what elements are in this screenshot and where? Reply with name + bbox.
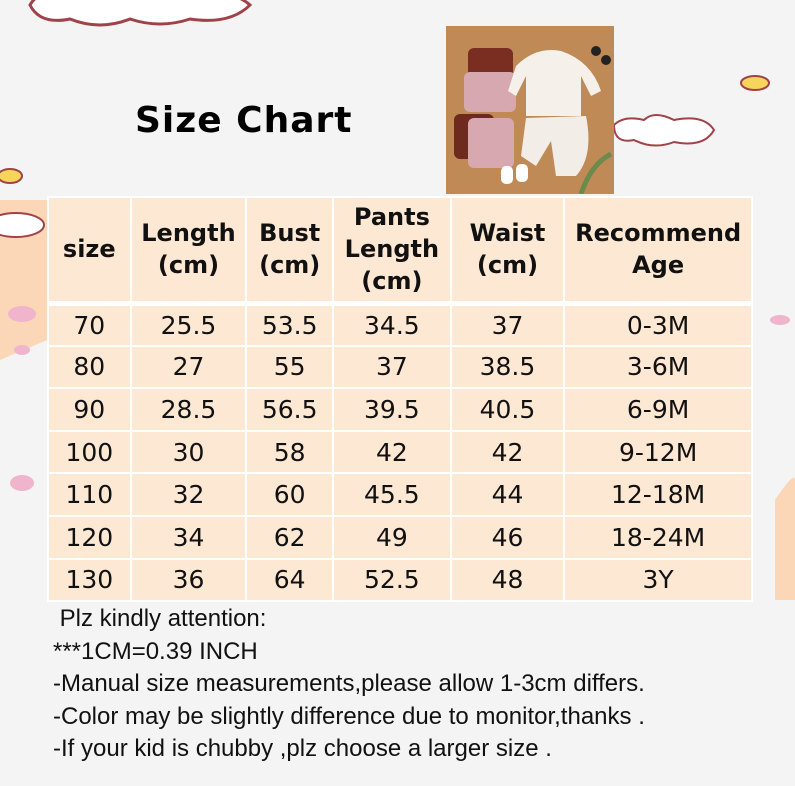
note-line: -Manual size measurements,please allow 1…	[53, 670, 645, 697]
note-line: -If your kid is chubby ,plz choose a lar…	[53, 735, 552, 762]
header-line: Pants	[353, 203, 430, 232]
header-line: Length	[141, 219, 236, 248]
note-line: Plz kindly attention:	[53, 605, 267, 632]
table-cell: 34	[129, 514, 248, 560]
table-cell: 49	[332, 514, 452, 560]
table-cell: 56.5	[245, 387, 335, 432]
table-cell: 110	[47, 472, 132, 517]
table-row: 70 25.5 53.5 34.5 37 0-3M	[47, 302, 753, 347]
sun-decoration	[740, 75, 770, 91]
table-cell: 45.5	[332, 472, 452, 517]
table-cell: 37	[449, 302, 566, 347]
header-line: size	[62, 235, 116, 264]
header-line: (cm)	[476, 251, 539, 280]
table-cell: 3-6M	[563, 344, 753, 390]
table-cell: 90	[47, 387, 132, 432]
table-row: 100 30 58 42 42 9-12M	[47, 429, 753, 475]
column-header: Length (cm)	[129, 196, 248, 306]
column-header: Waist (cm)	[449, 196, 566, 306]
table-cell: 39.5	[332, 387, 452, 432]
table-cell: 28.5	[129, 387, 248, 432]
header-line: (cm)	[157, 251, 220, 280]
table-cell: 46	[449, 514, 566, 560]
table-cell: 52.5	[332, 557, 452, 603]
page-title: Size Chart	[135, 100, 353, 141]
table-cell: 42	[449, 429, 566, 475]
header-line: (cm)	[259, 251, 321, 280]
table-cell: 38.5	[449, 344, 566, 390]
table-cell: 60	[245, 472, 335, 517]
table-row: 120 34 62 49 46 18-24M	[47, 514, 753, 560]
table-row: 80 27 55 37 38.5 3-6M	[47, 344, 753, 390]
header-line: Recommend	[575, 219, 742, 248]
column-header: Recommend Age	[563, 196, 753, 306]
header-line: Age	[632, 251, 685, 280]
table-cell: 100	[47, 429, 132, 475]
table-cell: 12-18M	[563, 472, 753, 517]
table-cell: 37	[332, 344, 452, 390]
table-cell: 80	[47, 344, 132, 390]
column-header: Bust (cm)	[245, 196, 335, 306]
table-cell: 44	[449, 472, 566, 517]
header-line: (cm)	[361, 267, 423, 296]
table-cell: 70	[47, 302, 132, 347]
note-line: -Color may be slightly difference due to…	[53, 702, 645, 730]
table-cell: 30	[129, 429, 248, 475]
table-cell: 58	[245, 429, 335, 475]
table-cell: 25.5	[129, 302, 248, 347]
table-cell: 27	[129, 344, 248, 390]
header-line: Bust	[259, 219, 321, 248]
table-cell: 32	[129, 472, 248, 517]
table-cell: 55	[245, 344, 335, 390]
note-line: ***1CM=0.39 INCH	[53, 637, 258, 665]
table-cell: 53.5	[245, 302, 335, 347]
cloud-decoration	[28, 0, 253, 27]
cloud-decoration	[612, 114, 716, 147]
column-header: size	[47, 196, 132, 306]
table-cell: 6-9M	[563, 387, 753, 432]
table-row: 110 32 60 45.5 44 12-18M	[47, 472, 753, 517]
header-line: Waist	[469, 219, 546, 248]
table-cell: 3Y	[563, 557, 753, 603]
table-cell: 130	[47, 557, 132, 603]
table-cell: 42	[332, 429, 452, 475]
table-cell: 9-12M	[563, 429, 753, 475]
table-cell: 48	[449, 557, 566, 603]
table-row: 130 36 64 52.5 48 3Y	[47, 557, 753, 603]
notes: Plz kindly attention: ***1CM=0.39 INCH -…	[53, 603, 645, 766]
table-cell: 62	[245, 514, 335, 560]
table-cell: 18-24M	[563, 514, 753, 560]
table-cell: 0-3M	[563, 302, 753, 347]
table-cell: 40.5	[449, 387, 566, 432]
table-cell: 34.5	[332, 302, 452, 347]
table-cell: 64	[245, 557, 335, 603]
column-header: Pants Length (cm)	[332, 196, 452, 306]
size-chart-table: size Length (cm) Bust (cm) Pants Length (cm) Wai…	[47, 196, 753, 603]
product-photo	[446, 26, 614, 194]
sun-decoration	[0, 168, 23, 184]
table-cell: 120	[47, 514, 132, 560]
header-line: Length	[344, 235, 440, 264]
table-cell: 36	[129, 557, 248, 603]
table-row: 90 28.5 56.5 39.5 40.5 6-9M	[47, 387, 753, 432]
